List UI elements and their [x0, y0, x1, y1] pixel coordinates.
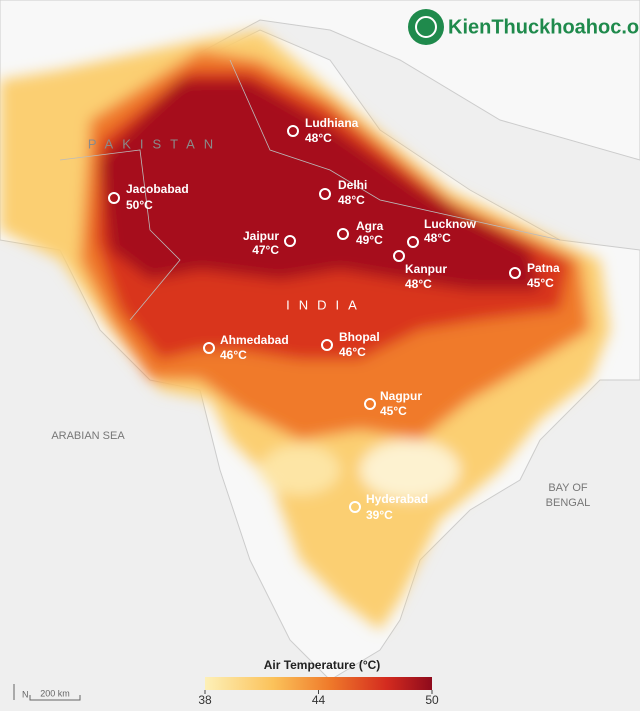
city-temp: 45°C — [380, 404, 407, 418]
north-label: N — [22, 689, 29, 699]
colorbar — [205, 677, 432, 690]
city-marker — [509, 267, 521, 279]
city-marker — [349, 501, 361, 513]
city-name: Ahmedabad — [220, 333, 289, 347]
city-name: Lucknow — [424, 217, 477, 231]
city-temp: 47°C — [252, 243, 279, 257]
sea-label: BENGAL — [546, 497, 591, 509]
city-temp: 48°C — [424, 231, 451, 245]
city-temp: 49°C — [356, 233, 383, 247]
city-temp: 48°C — [305, 131, 332, 145]
city-temp: 45°C — [527, 276, 554, 290]
city-marker — [321, 339, 333, 351]
legend-tick-label: 44 — [312, 693, 326, 707]
legend-title: Air Temperature (°C) — [264, 658, 381, 672]
scale-bar — [29, 695, 81, 701]
city-name: Ludhiana — [305, 116, 359, 130]
region-label: PAKISTAN — [88, 136, 222, 151]
city-marker — [284, 235, 296, 247]
watermark: KienThuckhoahoc.org — [408, 9, 640, 45]
city-name: Nagpur — [380, 389, 422, 403]
city-marker — [337, 228, 349, 240]
city-temp: 46°C — [220, 348, 247, 362]
city-marker — [108, 192, 120, 204]
watermark-text: KienThuckhoahoc.org — [448, 16, 640, 38]
city-marker — [319, 188, 331, 200]
city-name: Agra — [356, 219, 384, 233]
city-name: Kanpur — [405, 262, 447, 276]
city-temp: 50°C — [126, 198, 153, 212]
city-marker — [393, 250, 405, 262]
city-marker — [203, 342, 215, 354]
city-temp: 39°C — [366, 508, 393, 522]
city-name: Jacobabad — [126, 182, 189, 196]
city-temp: 48°C — [338, 193, 365, 207]
city-name: Patna — [527, 261, 560, 275]
region-label: INDIA — [286, 297, 366, 312]
city-name: Delhi — [338, 178, 367, 192]
city-name: Hyderabad — [366, 492, 428, 506]
city-temp: 46°C — [339, 345, 366, 359]
city-marker — [407, 236, 419, 248]
city-name: Jaipur — [243, 229, 279, 243]
scale-label: 200 km — [40, 688, 70, 698]
legend-tick-label: 38 — [198, 693, 212, 707]
sea-label: ARABIAN SEA — [51, 430, 125, 442]
city-temp: 48°C — [405, 277, 432, 291]
borders — [59, 59, 561, 321]
sea-label: BAY OF — [548, 482, 588, 494]
city-name: Bhopal — [339, 330, 380, 344]
logo — [408, 9, 444, 45]
city-marker — [287, 125, 299, 137]
city-marker — [364, 398, 376, 410]
logo-ring — [415, 16, 437, 38]
legend-tick-label: 50 — [425, 693, 439, 707]
